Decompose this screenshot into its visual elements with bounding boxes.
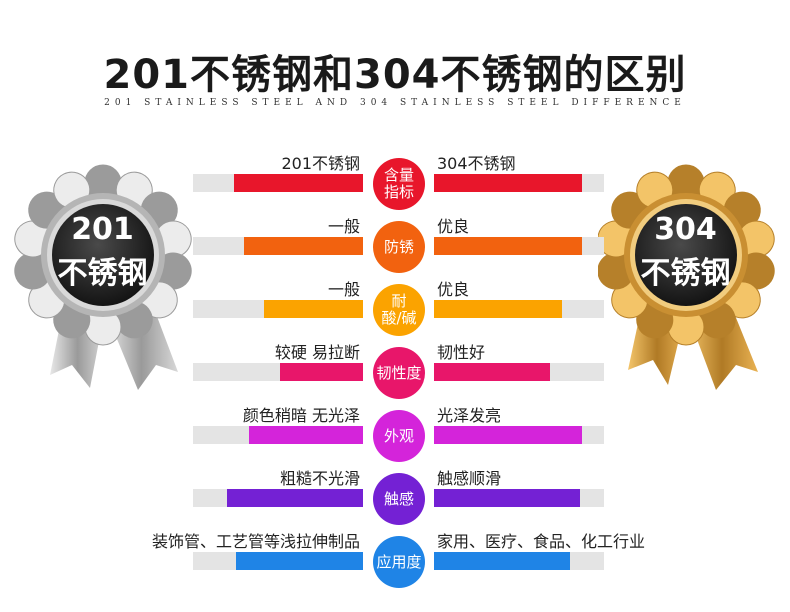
gold-medal-304: 304 不锈钢 [597,160,783,400]
medal-left-line2: 不锈钢 [57,256,148,291]
left-bar-track [193,552,363,570]
right-label: 触感顺滑 [437,469,502,488]
left-bar-track [193,237,363,255]
right-bar-track [434,300,604,318]
left-bar-fill [264,300,363,318]
medal-right-line1: 304 [654,212,717,247]
category-label: 触感 [383,489,414,508]
category-badge: 外观 [373,410,425,462]
left-label: 一般 [327,280,360,299]
category-badge: 韧性度 [373,347,425,399]
category-badge: 耐 酸/碱 [373,284,425,336]
right-bar-track [434,552,604,570]
comparison-row: 粗糙不光滑 触感顺滑触感 [0,465,790,527]
left-bar-fill [249,426,363,444]
category-label: 应用度 [376,552,422,571]
comparison-row: 颜色稍暗 无光泽 光泽发亮外观 [0,402,790,464]
left-bar-track [193,426,363,444]
right-bar-fill [434,489,581,507]
comparison-row: 装饰管、工艺管等浅拉伸制品 家用、医疗、食品、化工行业 应用度 [0,528,790,590]
left-label: 201不锈钢 [281,154,360,173]
right-label: 优良 [437,217,470,236]
right-bar-track [434,237,604,255]
left-bar-track [193,489,363,507]
category-label: 防锈 [383,237,414,256]
right-bar-track [434,426,604,444]
right-bar-fill [434,552,570,570]
page-subtitle: 201 STAINLESS STEEL AND 304 STAINLESS ST… [104,98,686,108]
category-label: 含量 指标 [383,166,414,201]
category-badge: 触感 [373,473,425,525]
right-bar-fill [434,426,582,444]
silver-medal-201: 201 不锈钢 [10,160,195,400]
left-label: 装饰管、工艺管等浅拉伸制品 [151,532,360,551]
right-label: 家用、医疗、食品、化工行业 [437,532,646,551]
comparison-row: 较硬 易拉断 韧性好 韧性度 [0,339,790,401]
medal-right-line2: 不锈钢 [640,256,731,291]
category-label: 耐 酸/碱 [381,292,417,327]
right-label: 韧性好 [437,343,486,362]
category-badge: 防锈 [373,221,425,273]
category-badge: 含量 指标 [373,158,425,210]
left-bar-track [193,300,363,318]
gold-rosette-icon [597,164,775,390]
left-label: 颜色稍暗 无光泽 [242,406,360,425]
right-bar-track [434,489,604,507]
silver-rosette-icon [14,164,192,390]
left-bar-fill [279,363,363,381]
right-bar-track [434,363,604,381]
left-bar-fill [244,237,363,255]
left-label: 一般 [327,217,360,236]
category-label: 韧性度 [376,363,422,382]
comparison-row: 一般 优良防锈 [0,213,790,275]
left-bar-track [193,174,363,192]
left-label: 较硬 易拉断 [274,343,360,362]
page-title: 201不锈钢和304不锈钢的区别 [103,52,687,98]
right-bar-fill [434,300,562,318]
right-label: 304不锈钢 [437,154,516,173]
left-label: 粗糙不光滑 [279,469,360,488]
right-bar-fill [434,174,582,192]
right-bar-fill [434,237,582,255]
category-label: 外观 [383,426,414,445]
medal-left-line1: 201 [71,212,134,247]
right-label: 优良 [437,280,470,299]
right-bar-track [434,174,604,192]
comparison-row: 一般 优良耐 酸/碱 [0,276,790,338]
left-bar-track [193,363,363,381]
left-bar-fill [233,174,363,192]
right-bar-fill [434,363,550,381]
category-badge: 应用度 [373,536,425,588]
right-label: 光泽发亮 [437,406,502,425]
left-bar-fill [235,552,363,570]
comparison-row: 201不锈钢 304不锈钢含量 指标 [0,150,790,212]
left-bar-fill [227,489,363,507]
